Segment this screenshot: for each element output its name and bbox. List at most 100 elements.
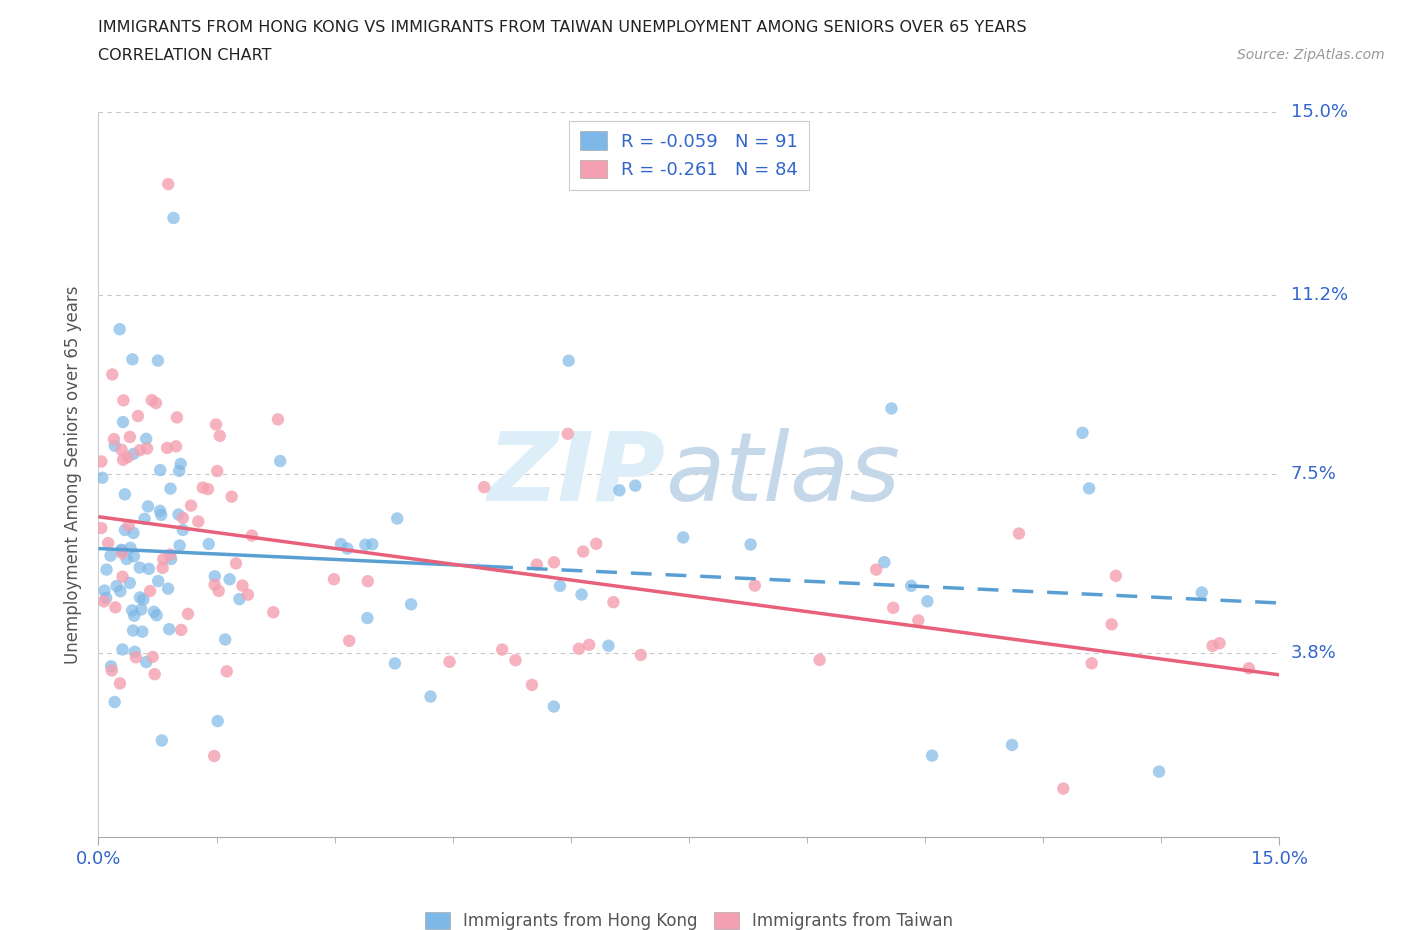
Point [208, 583, 231, 598]
Point [917, 594, 939, 609]
Point [1191, 585, 1213, 600]
Point [145, 395, 167, 410]
Point [808, 653, 831, 668]
Point [572, 544, 595, 559]
Point [526, 557, 548, 572]
Point [125, 650, 148, 665]
Point [111, 415, 134, 430]
Point [122, 608, 145, 623]
Point [136, 499, 159, 514]
Text: 7.5%: 7.5% [1291, 465, 1337, 484]
Point [214, 632, 236, 647]
Point [202, 749, 225, 764]
Point [132, 592, 155, 607]
Point [1080, 656, 1102, 671]
Point [90, 521, 112, 536]
Text: 11.2%: 11.2% [1291, 286, 1348, 304]
Point [157, 581, 180, 596]
Point [110, 542, 132, 557]
Point [548, 578, 571, 593]
Point [865, 562, 887, 577]
Point [122, 623, 145, 638]
Point [1052, 781, 1074, 796]
Point [207, 713, 229, 728]
Point [105, 578, 128, 593]
Point [93, 594, 115, 609]
Point [262, 604, 284, 619]
Point [1078, 481, 1101, 496]
Point [96, 591, 118, 605]
Point [361, 537, 384, 551]
Point [124, 644, 146, 659]
Point [122, 525, 145, 540]
Point [336, 541, 359, 556]
Point [120, 540, 142, 555]
Text: 15.0%: 15.0% [1291, 102, 1347, 121]
Point [148, 574, 170, 589]
Point [357, 574, 380, 589]
Point [204, 578, 226, 592]
Point [240, 528, 263, 543]
Point [110, 584, 132, 599]
Point [129, 602, 152, 617]
Point [111, 569, 134, 584]
Point [419, 689, 441, 704]
Point [231, 578, 253, 593]
Point [166, 410, 188, 425]
Point [129, 590, 152, 604]
Text: atlas: atlas [665, 428, 900, 521]
Point [110, 443, 132, 458]
Point [96, 562, 118, 577]
Point [172, 523, 194, 538]
Point [152, 551, 174, 566]
Point [111, 642, 134, 657]
Point [90, 454, 112, 469]
Point [170, 622, 193, 637]
Point [630, 647, 652, 662]
Point [121, 352, 143, 366]
Point [135, 432, 157, 446]
Point [472, 480, 495, 495]
Point [145, 608, 167, 623]
Point [138, 562, 160, 577]
Point [108, 676, 131, 691]
Point [146, 353, 169, 368]
Point [172, 511, 194, 525]
Point [571, 587, 593, 602]
Text: Source: ZipAtlas.com: Source: ZipAtlas.com [1237, 48, 1385, 62]
Point [505, 653, 527, 668]
Point [225, 556, 247, 571]
Point [111, 546, 134, 561]
Point [880, 401, 903, 416]
Point [136, 441, 159, 456]
Point [624, 478, 647, 493]
Point [330, 537, 353, 551]
Point [100, 548, 122, 563]
Point [236, 587, 259, 602]
Point [882, 601, 904, 616]
Point [384, 656, 406, 671]
Point [149, 503, 172, 518]
Point [143, 604, 166, 619]
Point [180, 498, 202, 513]
Point [103, 432, 125, 446]
Point [740, 538, 762, 552]
Point [131, 624, 153, 639]
Point [143, 667, 166, 682]
Point [197, 482, 219, 497]
Point [142, 649, 165, 664]
Point [1008, 526, 1031, 541]
Y-axis label: Unemployment Among Seniors over 65 years: Unemployment Among Seniors over 65 years [65, 286, 83, 663]
Point [557, 426, 579, 441]
Point [149, 462, 172, 477]
Point [111, 543, 134, 558]
Point [337, 633, 360, 648]
Point [169, 538, 191, 553]
Point [167, 507, 190, 522]
Point [157, 177, 180, 192]
Point [557, 353, 579, 368]
Point [907, 613, 929, 628]
Point [543, 699, 565, 714]
Legend: Immigrants from Hong Kong, Immigrants from Taiwan: Immigrants from Hong Kong, Immigrants fr… [416, 903, 962, 930]
Point [1237, 661, 1260, 676]
